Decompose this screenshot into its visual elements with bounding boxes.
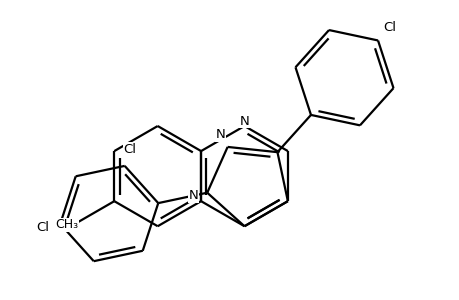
Text: Cl: Cl bbox=[36, 221, 50, 234]
Text: Cl: Cl bbox=[123, 143, 136, 156]
Text: N: N bbox=[239, 115, 249, 128]
Text: CH₃: CH₃ bbox=[55, 218, 78, 232]
Text: Cl: Cl bbox=[382, 21, 395, 34]
Text: N: N bbox=[189, 189, 198, 202]
Text: N: N bbox=[215, 128, 225, 142]
